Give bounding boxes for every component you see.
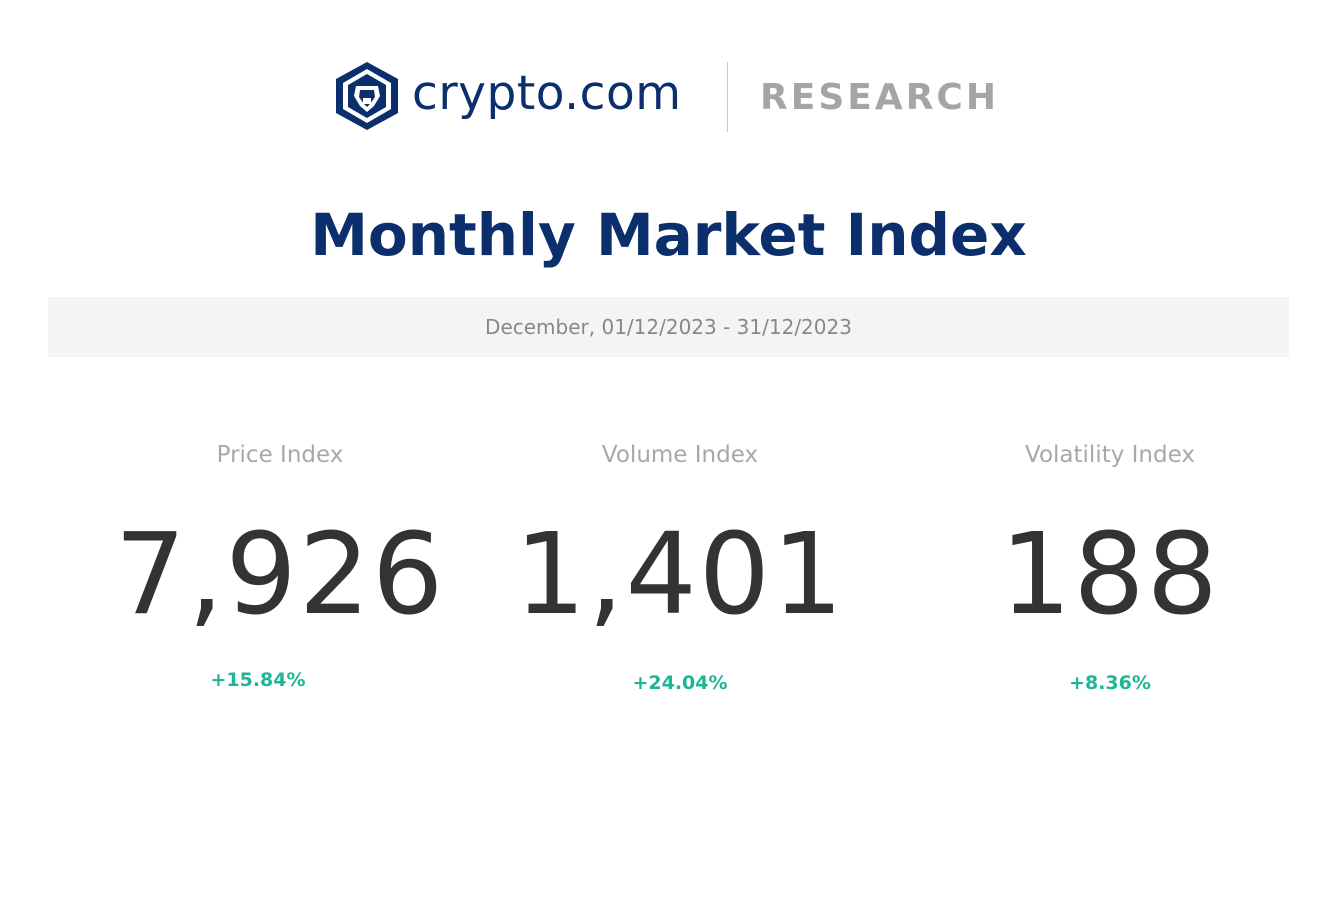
price-sparkline [80, 710, 480, 850]
index-change: +8.36% [1069, 672, 1151, 694]
index-value: 1,401 [514, 510, 846, 640]
brand-name: crypto.com [412, 66, 682, 121]
price-index-card: Price Index 7,926 +15.84% [80, 430, 480, 850]
section-name: RESEARCH [760, 77, 999, 118]
volume-index-card: Volume Index 1,401 +24.04% [480, 430, 880, 850]
header-divider [727, 62, 728, 132]
index-change: +24.04% [632, 672, 728, 694]
crypto-lion-logo-icon [336, 62, 398, 130]
volatility-sparkline [910, 710, 1310, 850]
index-change: +15.84% [210, 669, 306, 691]
index-label: Volatility Index [1025, 442, 1195, 468]
volume-sparkline [480, 710, 880, 850]
index-label: Price Index [216, 442, 344, 468]
date-range-band: December, 01/12/2023 - 31/12/2023 [48, 297, 1289, 357]
index-label: Volume Index [601, 442, 759, 468]
volatility-index-card: Volatility Index 188 +8.36% [910, 430, 1310, 850]
header: crypto.com RESEARCH [0, 62, 1337, 132]
page-title: Monthly Market Index [310, 201, 1027, 269]
date-range: December, 01/12/2023 - 31/12/2023 [485, 315, 852, 339]
index-value: 188 [1000, 510, 1220, 640]
index-value: 7,926 [114, 510, 446, 640]
